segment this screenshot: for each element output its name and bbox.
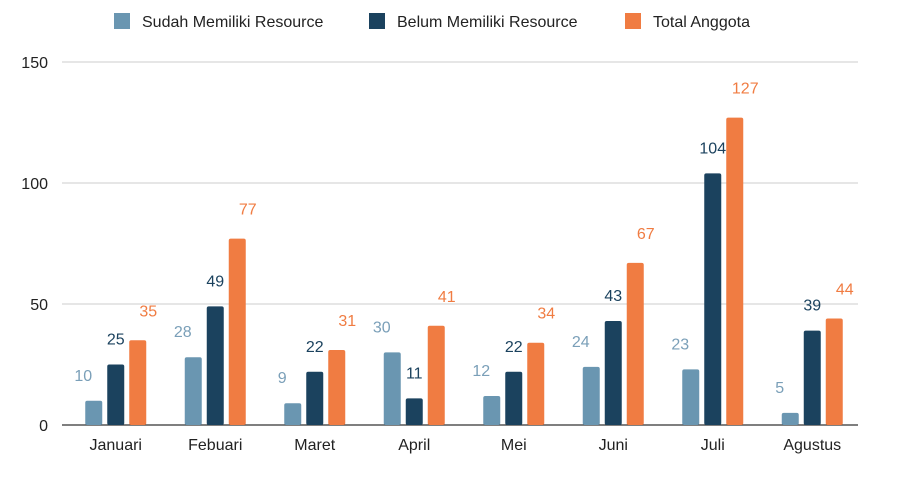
data-label: 34	[537, 306, 555, 323]
data-label: 9	[278, 370, 287, 387]
bar	[825, 318, 843, 425]
bar	[726, 117, 744, 425]
y-tick-label: 50	[30, 297, 48, 314]
data-label: 30	[373, 319, 391, 336]
x-axis: Januari Febuari Maret April Mei Juni Juli Agust…	[90, 437, 842, 454]
bar	[85, 400, 103, 425]
bar	[781, 412, 799, 425]
y-tick-label: 0	[39, 418, 48, 435]
bar	[704, 173, 722, 425]
data-label: 12	[472, 363, 490, 380]
bar	[328, 349, 346, 425]
data-label: 23	[671, 336, 689, 353]
bar	[582, 366, 600, 425]
legend-label: Total Anggota	[653, 14, 750, 31]
data-label: 35	[139, 303, 157, 320]
x-tick-label: Maret	[294, 437, 335, 454]
bar	[427, 325, 445, 425]
legend-label: Sudah Memiliki Resource	[142, 14, 324, 31]
bar	[184, 357, 202, 425]
data-label: 43	[604, 288, 622, 305]
data-label: 39	[803, 298, 821, 315]
legend-swatch	[625, 13, 641, 29]
data-label: 10	[74, 368, 92, 385]
data-label: 22	[505, 339, 523, 356]
bar	[682, 369, 700, 425]
bar	[405, 398, 423, 425]
data-label: 49	[206, 273, 224, 290]
y-tick-label: 150	[21, 55, 48, 72]
bar	[206, 306, 224, 425]
data-labels: 10 25 35 28 49 77 9 22 31 30 11 41 12 22 34 24 43 67 23 104…	[74, 81, 853, 397]
bar	[306, 371, 324, 425]
x-tick-label: Febuari	[188, 437, 242, 454]
bars	[85, 117, 843, 425]
data-label: 77	[239, 202, 257, 219]
bar	[803, 330, 821, 425]
x-tick-label: April	[398, 437, 430, 454]
data-label: 5	[775, 380, 784, 397]
x-tick-label: Mei	[501, 437, 527, 454]
legend-label: Belum Memiliki Resource	[397, 14, 578, 31]
legend-swatch	[369, 13, 385, 29]
data-label: 67	[637, 226, 655, 243]
bar	[107, 364, 125, 425]
bar	[604, 320, 622, 425]
data-label: 127	[732, 81, 759, 98]
data-label: 44	[836, 282, 854, 299]
bar	[129, 340, 147, 425]
data-label: 11	[406, 365, 423, 382]
data-label: 104	[699, 140, 726, 157]
legend: Sudah Memiliki Resource Belum Memiliki Re…	[114, 13, 750, 31]
x-tick-label: Juni	[599, 437, 628, 454]
x-tick-label: Juli	[701, 437, 725, 454]
data-label: 41	[438, 289, 456, 306]
bar	[483, 395, 501, 425]
y-tick-label: 100	[21, 176, 48, 193]
bar	[383, 352, 401, 425]
bar	[505, 371, 523, 425]
x-tick-label: Januari	[90, 437, 142, 454]
bar	[228, 238, 246, 425]
legend-swatch	[114, 13, 130, 29]
data-label: 24	[572, 334, 590, 351]
bar	[527, 342, 545, 425]
bar	[626, 262, 644, 425]
data-label: 25	[107, 332, 125, 349]
data-label: 22	[306, 339, 324, 356]
data-label: 28	[174, 324, 192, 341]
x-tick-label: Agustus	[783, 437, 841, 454]
y-axis: 0 50 100 150	[21, 55, 48, 435]
data-label: 31	[338, 313, 356, 330]
bar	[284, 403, 302, 425]
